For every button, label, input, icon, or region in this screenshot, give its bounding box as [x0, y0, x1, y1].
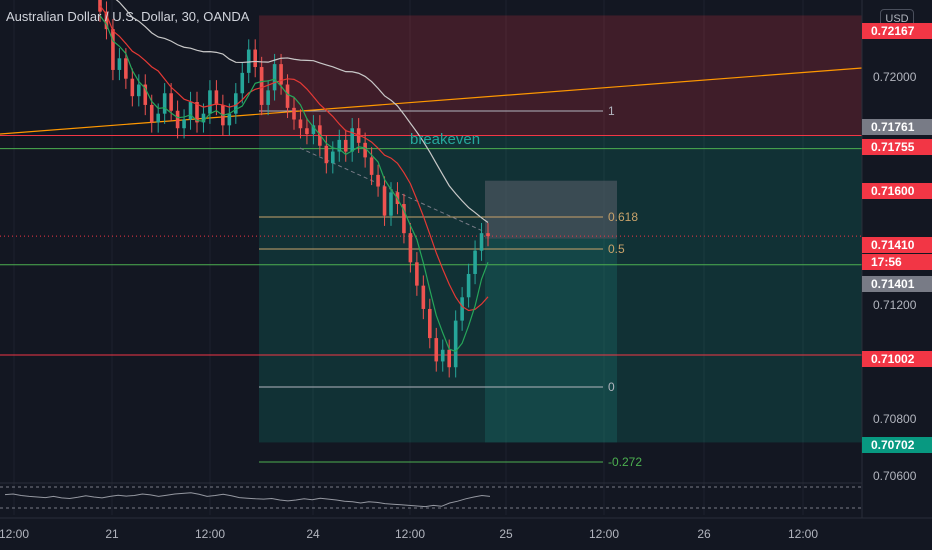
- candle-body: [428, 308, 432, 339]
- candle-body: [208, 90, 212, 114]
- trendline: [0, 67, 863, 135]
- candle-body: [421, 285, 426, 309]
- candle-body: [195, 102, 199, 123]
- price-tick: 0.71200: [873, 298, 917, 312]
- candle-body: [376, 174, 380, 187]
- candle-body: [234, 93, 238, 114]
- level-badge: 0.71600: [862, 183, 932, 199]
- fib-label-0618: 0.618: [608, 210, 639, 224]
- ma-fast-line: [99, 15, 489, 353]
- candle-body: [240, 72, 245, 94]
- dashed-projection: [299, 147, 486, 233]
- candle-body: [149, 104, 154, 123]
- candle-body: [130, 78, 135, 97]
- candle-body: [447, 349, 451, 368]
- candle-body: [156, 113, 160, 123]
- ma-slow-line: [115, 0, 489, 223]
- candle-body: [201, 113, 206, 123]
- projection-box-upper: [485, 180, 617, 239]
- candle-body: [408, 233, 413, 263]
- candle-body: [292, 107, 296, 120]
- candle-body: [369, 157, 374, 175]
- time-tick: 12:00: [588, 527, 620, 541]
- candle-body: [214, 90, 219, 105]
- fib-price-badge: 0.71401: [862, 276, 932, 292]
- candle-body: [162, 93, 167, 114]
- candle-body: [382, 186, 387, 216]
- time-tick: 12:00: [194, 527, 226, 541]
- target-badge: 0.70702: [862, 437, 932, 453]
- time-tick: 12:00: [394, 527, 426, 541]
- candle-body: [337, 139, 342, 152]
- candle-body: [246, 49, 251, 73]
- candle-body: [285, 84, 290, 108]
- entry-badge: 0.71755: [862, 139, 932, 155]
- fib-label-0: 0: [608, 380, 615, 394]
- time-tick: 25: [499, 527, 513, 541]
- ma-mid-line: [99, 5, 489, 312]
- candle-body: [363, 142, 367, 158]
- candle-body: [343, 139, 348, 152]
- entry-high-badge: 0.71761: [862, 119, 932, 135]
- candle-body: [415, 262, 419, 286]
- countdown-badge: 17:56: [862, 254, 932, 270]
- candle-body: [473, 250, 477, 274]
- price-tick: 0.70600: [873, 469, 917, 483]
- candle-body: [460, 297, 464, 321]
- stop-loss-badge: 0.72167: [862, 23, 932, 39]
- projection-box-lower: [485, 238, 617, 443]
- candle-body: [272, 64, 277, 91]
- candle-body: [182, 119, 186, 129]
- candle-body: [169, 93, 173, 111]
- time-tick: 21: [105, 527, 119, 541]
- level-badge-2: 0.71002: [862, 351, 932, 367]
- candle-body: [298, 119, 303, 129]
- candle-body: [402, 204, 406, 234]
- candle-body: [266, 90, 270, 105]
- time-tick: 26: [697, 527, 711, 541]
- candle-body: [389, 192, 393, 216]
- candle-body: [227, 113, 232, 126]
- time-tick: 12:00: [787, 527, 819, 541]
- rsi-line: [4, 492, 491, 508]
- candle-body: [486, 233, 490, 237]
- candle-body: [143, 84, 148, 105]
- candle-body: [124, 58, 128, 79]
- last-price-badge: 0.71410: [862, 237, 932, 253]
- candle-body: [324, 145, 329, 164]
- candle-body: [466, 273, 471, 298]
- candle-body: [331, 151, 335, 164]
- candle-body: [440, 349, 445, 362]
- breakeven-label[interactable]: breakeven: [410, 131, 481, 148]
- price-tick: 0.70800: [873, 412, 917, 426]
- candle-body: [188, 102, 193, 120]
- candle-body: [305, 128, 309, 135]
- chart-title[interactable]: Australian Dollar / U.S. Dollar, 30, OAN…: [6, 9, 250, 24]
- candle-body: [111, 29, 115, 70]
- time-tick: 12:00: [0, 527, 30, 541]
- fib-label-05: 0.5: [608, 242, 625, 256]
- candle-body: [259, 67, 264, 105]
- fib-label-neg0272: -0.272: [608, 455, 643, 469]
- candle-body: [175, 110, 180, 129]
- candle-body: [479, 233, 484, 251]
- candle-body: [434, 338, 439, 362]
- candle-body: [117, 58, 122, 70]
- fib-label-1: 1: [608, 104, 615, 118]
- candle-body: [279, 64, 283, 85]
- candle-body: [311, 125, 316, 135]
- price-tick: 0.72000: [873, 70, 917, 84]
- candle-body: [104, 11, 109, 30]
- candle-body: [453, 320, 458, 368]
- candle-body: [253, 49, 257, 68]
- time-tick: 24: [306, 527, 320, 541]
- candle-body: [350, 128, 354, 152]
- candle-body: [137, 84, 141, 97]
